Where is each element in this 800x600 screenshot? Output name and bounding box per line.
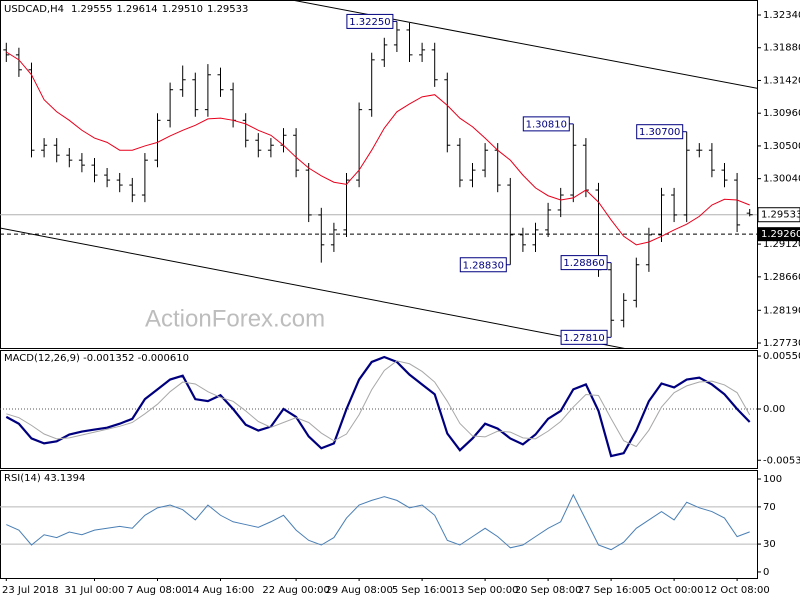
trendline xyxy=(0,227,625,348)
annotation-label: 1.32250 xyxy=(349,17,390,28)
indicator-line xyxy=(6,360,751,448)
annotation-label: 1.28830 xyxy=(463,260,504,271)
price-tag-label: 1.29533 xyxy=(761,210,800,221)
x-tick-label: 20 Sep 08:00 xyxy=(515,585,582,596)
header-value: 1.29555 xyxy=(71,4,112,15)
moving-average xyxy=(6,51,750,246)
annotation-box xyxy=(522,116,570,132)
y-tick-label: 1.28190 xyxy=(763,305,800,316)
annotation-label: 1.30810 xyxy=(526,119,567,130)
level-tag-label: 1.29260 xyxy=(761,229,800,240)
y-tick-label: 100 xyxy=(763,474,782,485)
x-tick-label: 23 Jul 2018 xyxy=(2,585,59,596)
panel-title: MACD(12,26,9) -0.001352 -0.000610 xyxy=(4,353,189,364)
watermark: ActionForex.com xyxy=(145,305,325,332)
indicator-line xyxy=(6,493,750,551)
panel-title: RSI(14) 43.1394 xyxy=(4,473,85,484)
header-value: 1.29510 xyxy=(162,4,203,15)
y-tick-label: 1.27730 xyxy=(763,338,800,349)
y-tick-label: 1.28660 xyxy=(763,272,800,283)
symbol: USDCAD,H4 xyxy=(4,4,64,15)
x-tick-label: 22 Aug 00:00 xyxy=(262,585,329,596)
chart-title: USDCAD,H4 1.29555 1.29614 1.29510 1.29533 xyxy=(4,4,248,15)
level-tag xyxy=(758,227,800,242)
panel-frame xyxy=(0,0,758,349)
x-tick-label: 12 Oct 08:00 xyxy=(704,585,769,596)
price-plot: ActionForex.com 1.32250 1.28860 1.30810 1.28… xyxy=(0,0,757,348)
y-tick-label: 0 xyxy=(763,567,769,578)
x-tick-label: 14 Aug 16:00 xyxy=(187,585,254,596)
y-tick-label: 70 xyxy=(763,502,776,513)
x-tick-label: 7 Aug 08:00 xyxy=(127,585,188,596)
y-tick-label: 1.30500 xyxy=(763,141,800,152)
annotation-box xyxy=(346,13,394,29)
y-tick-label: 0.00 xyxy=(763,404,785,415)
indicator-line xyxy=(5,355,751,458)
x-tick-label: 29 Aug 08:00 xyxy=(325,585,392,596)
price-tag xyxy=(757,207,800,223)
y-tick-label: 1.29120 xyxy=(763,239,800,250)
y-tick-label: -0.005326 xyxy=(763,455,800,466)
x-tick-label: 13 Sep 00:00 xyxy=(452,585,519,596)
y-tick-label: 1.31880 xyxy=(763,43,800,54)
annotation-label: 1.28860 xyxy=(563,258,604,269)
x-tick-label: 31 Jul 00:00 xyxy=(65,585,125,596)
x-tick-label: 27 Sep 16:00 xyxy=(578,585,645,596)
y-tick-label: 1.30960 xyxy=(763,108,800,119)
annotation-label: 1.30700 xyxy=(639,127,680,138)
y-tick-label: 1.31420 xyxy=(763,75,800,86)
y-tick-label: 30 xyxy=(763,539,776,550)
panel-frame xyxy=(0,470,758,579)
header-value: 1.29614 xyxy=(116,4,157,15)
annotation-box xyxy=(560,329,608,345)
x-tick-label: 5 Oct 00:00 xyxy=(645,585,704,596)
annotation-box xyxy=(636,124,684,140)
annotation-box xyxy=(459,257,507,273)
x-tick-label: 5 Sep 16:00 xyxy=(392,585,452,596)
header-value: 1.29533 xyxy=(207,4,248,15)
y-tick-label: 0.005503 xyxy=(763,351,800,362)
y-tick-label: 1.30040 xyxy=(763,174,800,185)
annotation-box xyxy=(560,255,608,271)
y-tick-label: 1.32340 xyxy=(763,10,800,21)
annotation-label: 1.27810 xyxy=(563,333,604,344)
